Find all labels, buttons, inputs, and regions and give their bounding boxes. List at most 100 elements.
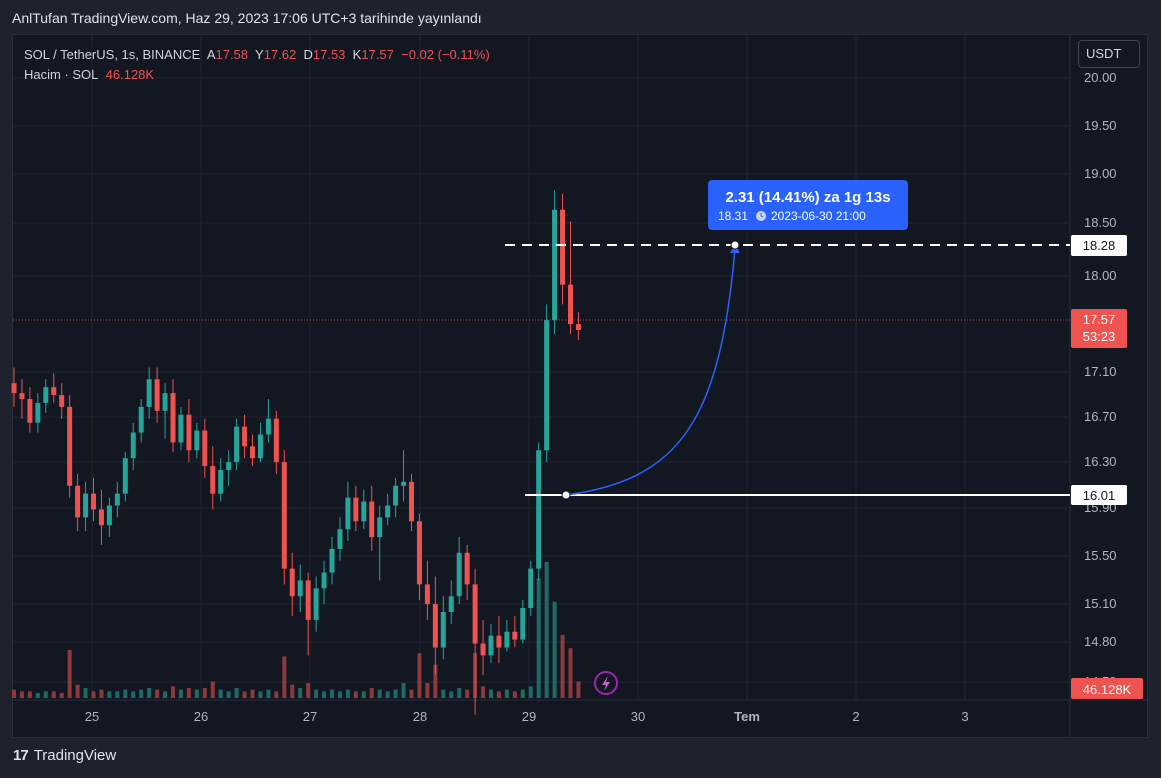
candle-body[interactable] bbox=[440, 611, 446, 648]
candle-body[interactable] bbox=[186, 414, 192, 451]
legend-volume-row: Hacim · SOL 46.128K bbox=[24, 65, 490, 85]
candle-body[interactable] bbox=[464, 552, 470, 585]
y-tick-label: 15.50 bbox=[1084, 548, 1117, 563]
candle-body[interactable] bbox=[361, 501, 367, 522]
candle-body[interactable] bbox=[568, 284, 573, 325]
candle-body[interactable] bbox=[337, 529, 343, 549]
x-tick-label: 3 bbox=[961, 709, 968, 724]
tradingview-brand[interactable]: 17 TradingView bbox=[13, 747, 116, 764]
candle-body[interactable] bbox=[11, 383, 17, 394]
measure-label-price: 18.31 bbox=[718, 209, 748, 223]
volume-bar bbox=[465, 689, 470, 698]
candle-body[interactable] bbox=[353, 497, 359, 522]
candle-body[interactable] bbox=[520, 608, 526, 640]
candle-body[interactable] bbox=[122, 458, 128, 494]
candle-body[interactable] bbox=[552, 209, 558, 321]
candle-body[interactable] bbox=[250, 446, 255, 459]
candle-body[interactable] bbox=[67, 406, 73, 486]
candle-body[interactable] bbox=[83, 493, 89, 518]
candle-body[interactable] bbox=[43, 387, 49, 403]
candle-body[interactable] bbox=[560, 209, 566, 285]
candle-body[interactable] bbox=[297, 580, 303, 597]
candle-body[interactable] bbox=[575, 324, 581, 330]
candle-body[interactable] bbox=[51, 387, 57, 396]
volume-bar bbox=[171, 686, 175, 698]
candle-body[interactable] bbox=[242, 426, 248, 447]
candle-body[interactable] bbox=[369, 501, 375, 538]
candle-body[interactable] bbox=[512, 631, 518, 640]
candle-body[interactable] bbox=[106, 505, 112, 526]
candle-body[interactable] bbox=[424, 584, 430, 605]
candle-body[interactable] bbox=[265, 418, 271, 435]
candle-body[interactable] bbox=[488, 635, 494, 656]
candle-body[interactable] bbox=[528, 568, 534, 609]
candle-body[interactable] bbox=[329, 548, 335, 573]
candle-body[interactable] bbox=[448, 596, 454, 612]
candle-body[interactable] bbox=[170, 393, 176, 443]
candle-body[interactable] bbox=[544, 320, 550, 451]
candle-body[interactable] bbox=[305, 580, 311, 620]
candle-body[interactable] bbox=[210, 466, 216, 494]
y-tick-label: 18.50 bbox=[1084, 215, 1117, 230]
volume-bar bbox=[75, 684, 80, 698]
candle-body[interactable] bbox=[281, 462, 287, 569]
candle-body[interactable] bbox=[289, 568, 295, 597]
candle-body[interactable] bbox=[480, 643, 486, 656]
candle-body[interactable] bbox=[377, 517, 383, 538]
candle-body[interactable] bbox=[130, 432, 136, 459]
candle-body[interactable] bbox=[162, 393, 168, 411]
volume-bar bbox=[115, 691, 120, 698]
volume-bar bbox=[67, 649, 72, 698]
candle-body[interactable] bbox=[257, 434, 263, 459]
volume-bar bbox=[337, 691, 342, 698]
candle-body[interactable] bbox=[273, 418, 279, 463]
x-tick-label: 25 bbox=[85, 709, 99, 724]
volume-bar bbox=[202, 688, 207, 698]
candle-body[interactable] bbox=[138, 406, 144, 433]
candle-body[interactable] bbox=[91, 493, 96, 510]
candle-body[interactable] bbox=[456, 552, 462, 597]
candle-body[interactable] bbox=[496, 635, 502, 648]
candle-body[interactable] bbox=[401, 481, 407, 486]
measure-start-handle[interactable] bbox=[561, 490, 571, 500]
legend-symbol[interactable]: SOL / TetherUS, 1s, BINANCE bbox=[24, 47, 201, 62]
candle-body[interactable] bbox=[385, 505, 391, 518]
candle-body[interactable] bbox=[416, 521, 422, 585]
candle-body[interactable] bbox=[432, 604, 438, 648]
legend-volume-label[interactable]: Hacim · SOL bbox=[24, 67, 99, 82]
candle-body[interactable] bbox=[35, 402, 41, 423]
candle-body[interactable] bbox=[202, 430, 208, 467]
candle-body[interactable] bbox=[98, 509, 104, 526]
volume-bar bbox=[210, 681, 215, 698]
candle-body[interactable] bbox=[194, 430, 200, 451]
candle-body[interactable] bbox=[536, 450, 542, 569]
candle-body[interactable] bbox=[409, 481, 414, 522]
volume-bar bbox=[35, 693, 40, 698]
candle-body[interactable] bbox=[313, 588, 319, 620]
candle-body[interactable] bbox=[75, 485, 81, 518]
candle-body[interactable] bbox=[321, 572, 327, 589]
candle-body[interactable] bbox=[114, 493, 120, 506]
currency-button[interactable]: USDT bbox=[1078, 40, 1140, 68]
candle-body[interactable] bbox=[393, 485, 399, 506]
candle-body[interactable] bbox=[504, 631, 510, 648]
candle-body[interactable] bbox=[146, 379, 152, 407]
candle-body[interactable] bbox=[345, 497, 351, 530]
candle-body[interactable] bbox=[59, 395, 65, 407]
volume-bar bbox=[322, 691, 327, 698]
measure-arc[interactable] bbox=[565, 248, 736, 496]
measure-end-handle[interactable] bbox=[730, 240, 740, 250]
candle-body[interactable] bbox=[472, 584, 478, 644]
candle-body[interactable] bbox=[154, 379, 160, 411]
volume-bar bbox=[528, 686, 533, 698]
tradingview-wordmark: TradingView bbox=[33, 747, 117, 764]
legend-low-label: D bbox=[303, 47, 313, 62]
candle-body[interactable] bbox=[218, 470, 224, 494]
candle-body[interactable] bbox=[234, 426, 240, 463]
candle-body[interactable] bbox=[226, 462, 232, 471]
candle-body[interactable] bbox=[27, 399, 33, 423]
y-tick-label: 19.50 bbox=[1084, 118, 1117, 133]
candle-body[interactable] bbox=[19, 393, 25, 400]
candle-body[interactable] bbox=[178, 414, 184, 443]
